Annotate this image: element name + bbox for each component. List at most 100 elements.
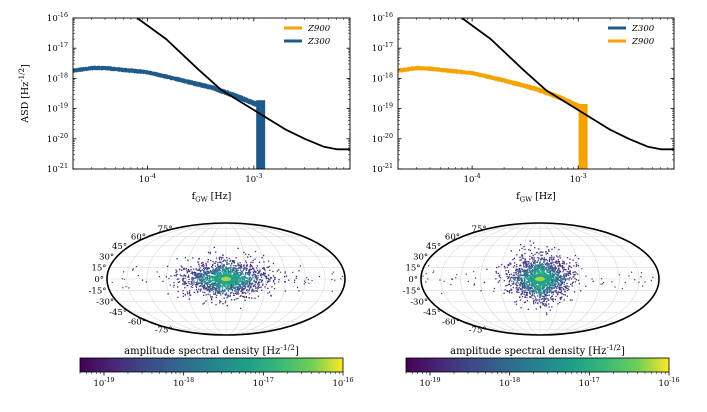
density-point [227,267,229,270]
lat-label: -15° [89,286,107,296]
density-point [517,279,519,281]
density-point [225,272,227,274]
density-point [539,296,541,298]
density-point [523,269,526,271]
density-point [223,291,225,293]
density-point [618,274,620,276]
density-point [522,282,525,284]
density-point [521,283,523,285]
density-point [559,265,562,267]
density-point [560,289,562,291]
density-point [212,291,215,293]
density-point [222,290,225,292]
density-point [234,292,237,295]
density-point [525,276,527,279]
density-point [501,263,503,266]
y-tick-label: 10-20 [47,132,68,145]
density-point [192,277,195,279]
density-point [566,289,569,292]
density-point [249,269,251,272]
density-point [530,291,532,293]
density-point [264,269,266,271]
density-point [267,266,270,268]
density-point [540,254,542,257]
density-point [543,300,545,303]
density-point [208,280,210,282]
density-point [538,290,540,293]
density-point [537,268,539,270]
density-point [229,267,231,269]
density-point [217,269,219,271]
density-point [571,285,573,287]
density-point [550,264,552,267]
density-point [555,277,558,279]
density-point [331,273,333,275]
density-point [190,272,192,274]
density-point [530,257,533,259]
density-point [242,285,245,287]
density-point [218,266,220,269]
density-point [219,288,221,290]
density-point [581,268,583,270]
density-point [200,262,203,264]
density-point [184,287,186,289]
density-point [295,275,298,278]
density-point [614,286,616,288]
density-point [558,286,561,289]
density-point [516,268,519,270]
density-point [266,266,268,269]
density-point [540,284,542,286]
density-point [252,277,254,279]
density-point [176,258,178,260]
density-point [263,261,265,263]
density-point [201,277,203,279]
density-point [549,271,551,273]
density-point [236,283,238,285]
density-point [568,277,570,280]
density-point [570,283,572,285]
density-point [232,271,234,273]
density-point [542,295,545,298]
density-point [514,278,517,280]
density-point [562,271,564,273]
density-point [560,284,563,286]
density-point [222,272,225,274]
density-point [243,251,245,254]
density-point [531,266,534,268]
density-point [538,253,540,255]
density-point [231,269,233,272]
density-point [563,293,565,296]
density-point [187,259,189,261]
density-point [538,293,540,296]
density-point [220,258,223,260]
density-point [246,272,248,274]
density-point [184,280,187,283]
density-point [527,277,529,279]
density-point [535,268,537,270]
density-point [532,254,534,257]
density-point [611,281,613,283]
density-point [190,269,192,271]
density-point [569,270,571,273]
density-point [528,261,530,263]
density-point [533,267,535,269]
density-point [211,273,213,275]
density-point [262,267,265,269]
meridian [225,223,326,335]
density-point [526,264,528,267]
density-point [207,288,209,290]
density-point [530,286,532,289]
density-point [243,287,245,290]
density-point [178,268,181,271]
density-point [223,270,226,272]
density-point [545,253,547,255]
density-point [558,248,560,251]
density-point [569,270,572,272]
density-point [340,278,342,280]
density-point [253,290,255,293]
density-point [563,283,565,285]
density-point [244,280,247,282]
density-point [523,277,525,279]
density-point [257,284,259,286]
density-point [245,260,247,262]
